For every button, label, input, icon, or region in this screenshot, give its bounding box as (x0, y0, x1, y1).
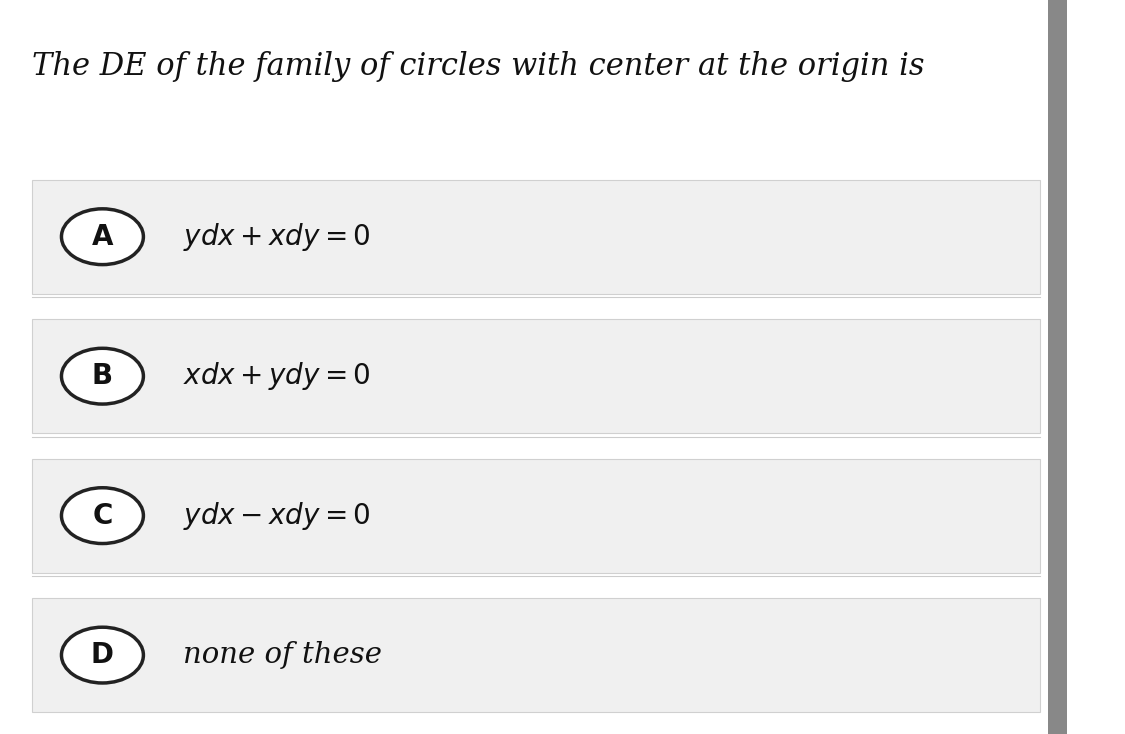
Text: A: A (91, 222, 114, 251)
Text: C: C (92, 501, 112, 530)
FancyBboxPatch shape (1048, 0, 1068, 734)
Circle shape (62, 627, 143, 683)
Text: $ydx - xdy = 0$: $ydx - xdy = 0$ (183, 500, 371, 531)
Text: $xdx + ydy = 0$: $xdx + ydy = 0$ (183, 360, 371, 392)
Text: D: D (91, 641, 114, 669)
FancyBboxPatch shape (33, 598, 1041, 712)
FancyBboxPatch shape (33, 319, 1041, 433)
FancyBboxPatch shape (33, 459, 1041, 573)
Text: $ydx + xdy = 0$: $ydx + xdy = 0$ (183, 221, 371, 252)
Text: The DE of the family of circles with center at the origin is: The DE of the family of circles with cen… (33, 51, 925, 82)
Text: none of these: none of these (183, 641, 382, 669)
FancyBboxPatch shape (33, 180, 1041, 294)
Circle shape (62, 488, 143, 543)
Circle shape (62, 349, 143, 404)
Circle shape (62, 208, 143, 265)
Text: B: B (92, 362, 112, 390)
